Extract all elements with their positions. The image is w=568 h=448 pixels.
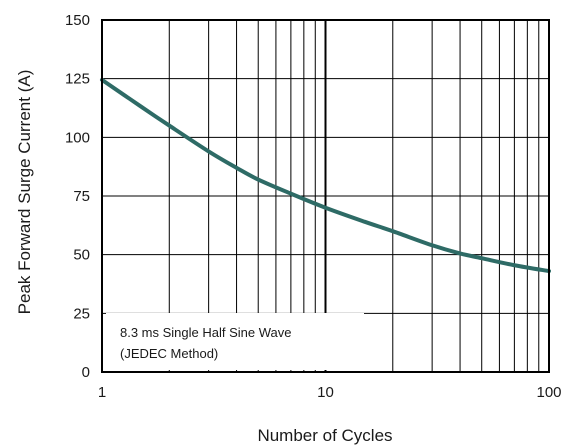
y-tick-label: 75 (73, 188, 90, 205)
y-tick-labels: 0 25 50 75 100 125 150 (65, 12, 90, 381)
y-tick-label: 100 (65, 129, 90, 146)
x-tick-labels: 1 10 100 (98, 384, 562, 401)
x-axis-title: Number of Cycles (257, 426, 392, 445)
x-tick-label: 10 (317, 384, 334, 401)
y-tick-label: 25 (73, 305, 90, 322)
plot-frame (101, 19, 550, 373)
y-axis-title: Peak Forward Surge Current (A) (15, 70, 34, 315)
y-tick-label: 125 (65, 71, 90, 88)
y-tick-label: 50 (73, 247, 90, 264)
y-tick-label: 150 (65, 12, 90, 29)
annotation-box (106, 313, 364, 370)
x-tick-label: 100 (536, 384, 561, 401)
y-tick-label: 0 (82, 364, 90, 381)
annotation-line-1: 8.3 ms Single Half Sine Wave (120, 325, 291, 340)
annotation-line-2: (JEDEC Method) (120, 346, 218, 361)
x-tick-label: 1 (98, 384, 106, 401)
series-line (100, 77, 551, 274)
